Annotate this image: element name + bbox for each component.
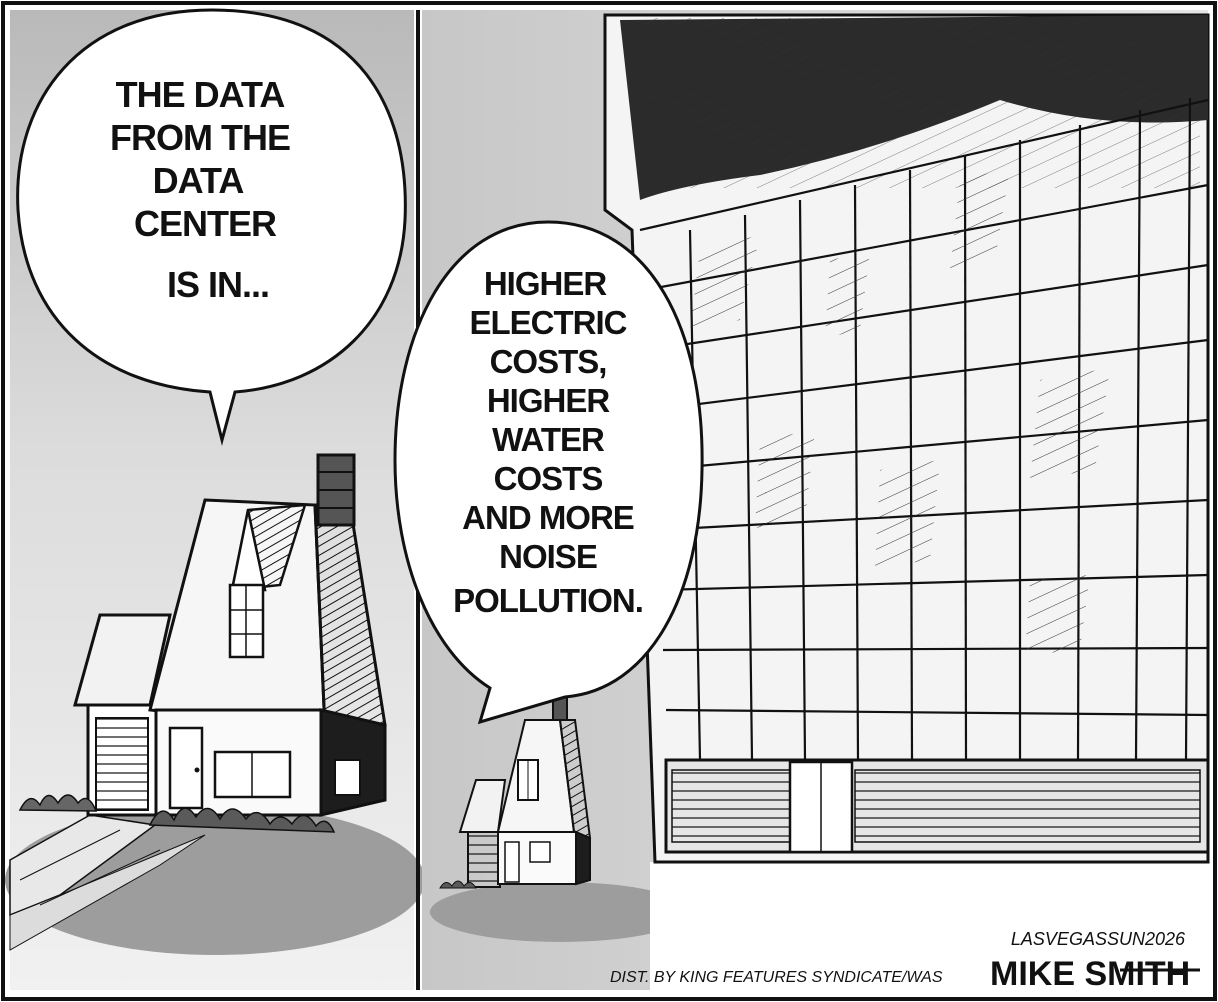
- speech-line-3: COSTS,: [490, 343, 607, 380]
- speech-line-4: CENTER: [134, 203, 277, 244]
- house-left: [18, 453, 387, 833]
- credits: LASVEGASSUN2026 DIST. BY KING FEATURES S…: [610, 929, 1200, 993]
- speech-line-8: NOISE: [499, 538, 597, 575]
- speech-bubble-left: THE DATA FROM THE DATA CENTER IS IN...: [16, 8, 407, 446]
- lawn-right: [430, 882, 690, 942]
- speech-line-5: WATER: [492, 421, 605, 458]
- speech-line-2: ELECTRIC: [470, 304, 627, 341]
- distributor-credit: DIST. BY KING FEATURES SYNDICATE/WAS: [610, 969, 943, 986]
- source-credit: LASVEGASSUN2026: [1011, 929, 1186, 949]
- speech-line-3: DATA: [153, 160, 245, 201]
- speech-line-7: AND MORE: [462, 499, 634, 536]
- speech-bubble-right: HIGHER ELECTRIC COSTS, HIGHER WATER COST…: [393, 220, 704, 725]
- house-right: [439, 687, 592, 889]
- right-panel: HIGHER ELECTRIC COSTS, HIGHER WATER COST…: [393, 10, 1210, 993]
- data-center-building: [603, 13, 1210, 864]
- speech-line-6: COSTS: [494, 460, 603, 497]
- artist-signature: MIKE SMITH: [990, 955, 1190, 993]
- left-panel: THE DATA FROM THE DATA CENTER IS IN...: [5, 8, 425, 990]
- speech-line-5: IS IN...: [167, 264, 269, 305]
- speech-line-4: HIGHER: [487, 382, 611, 419]
- speech-line-2: FROM THE: [110, 117, 290, 158]
- speech-line-1: HIGHER: [484, 265, 608, 302]
- speech-line-9: POLLUTION.: [453, 582, 643, 619]
- glass-reflections: [690, 168, 1110, 655]
- speech-line-1: THE DATA: [116, 74, 286, 115]
